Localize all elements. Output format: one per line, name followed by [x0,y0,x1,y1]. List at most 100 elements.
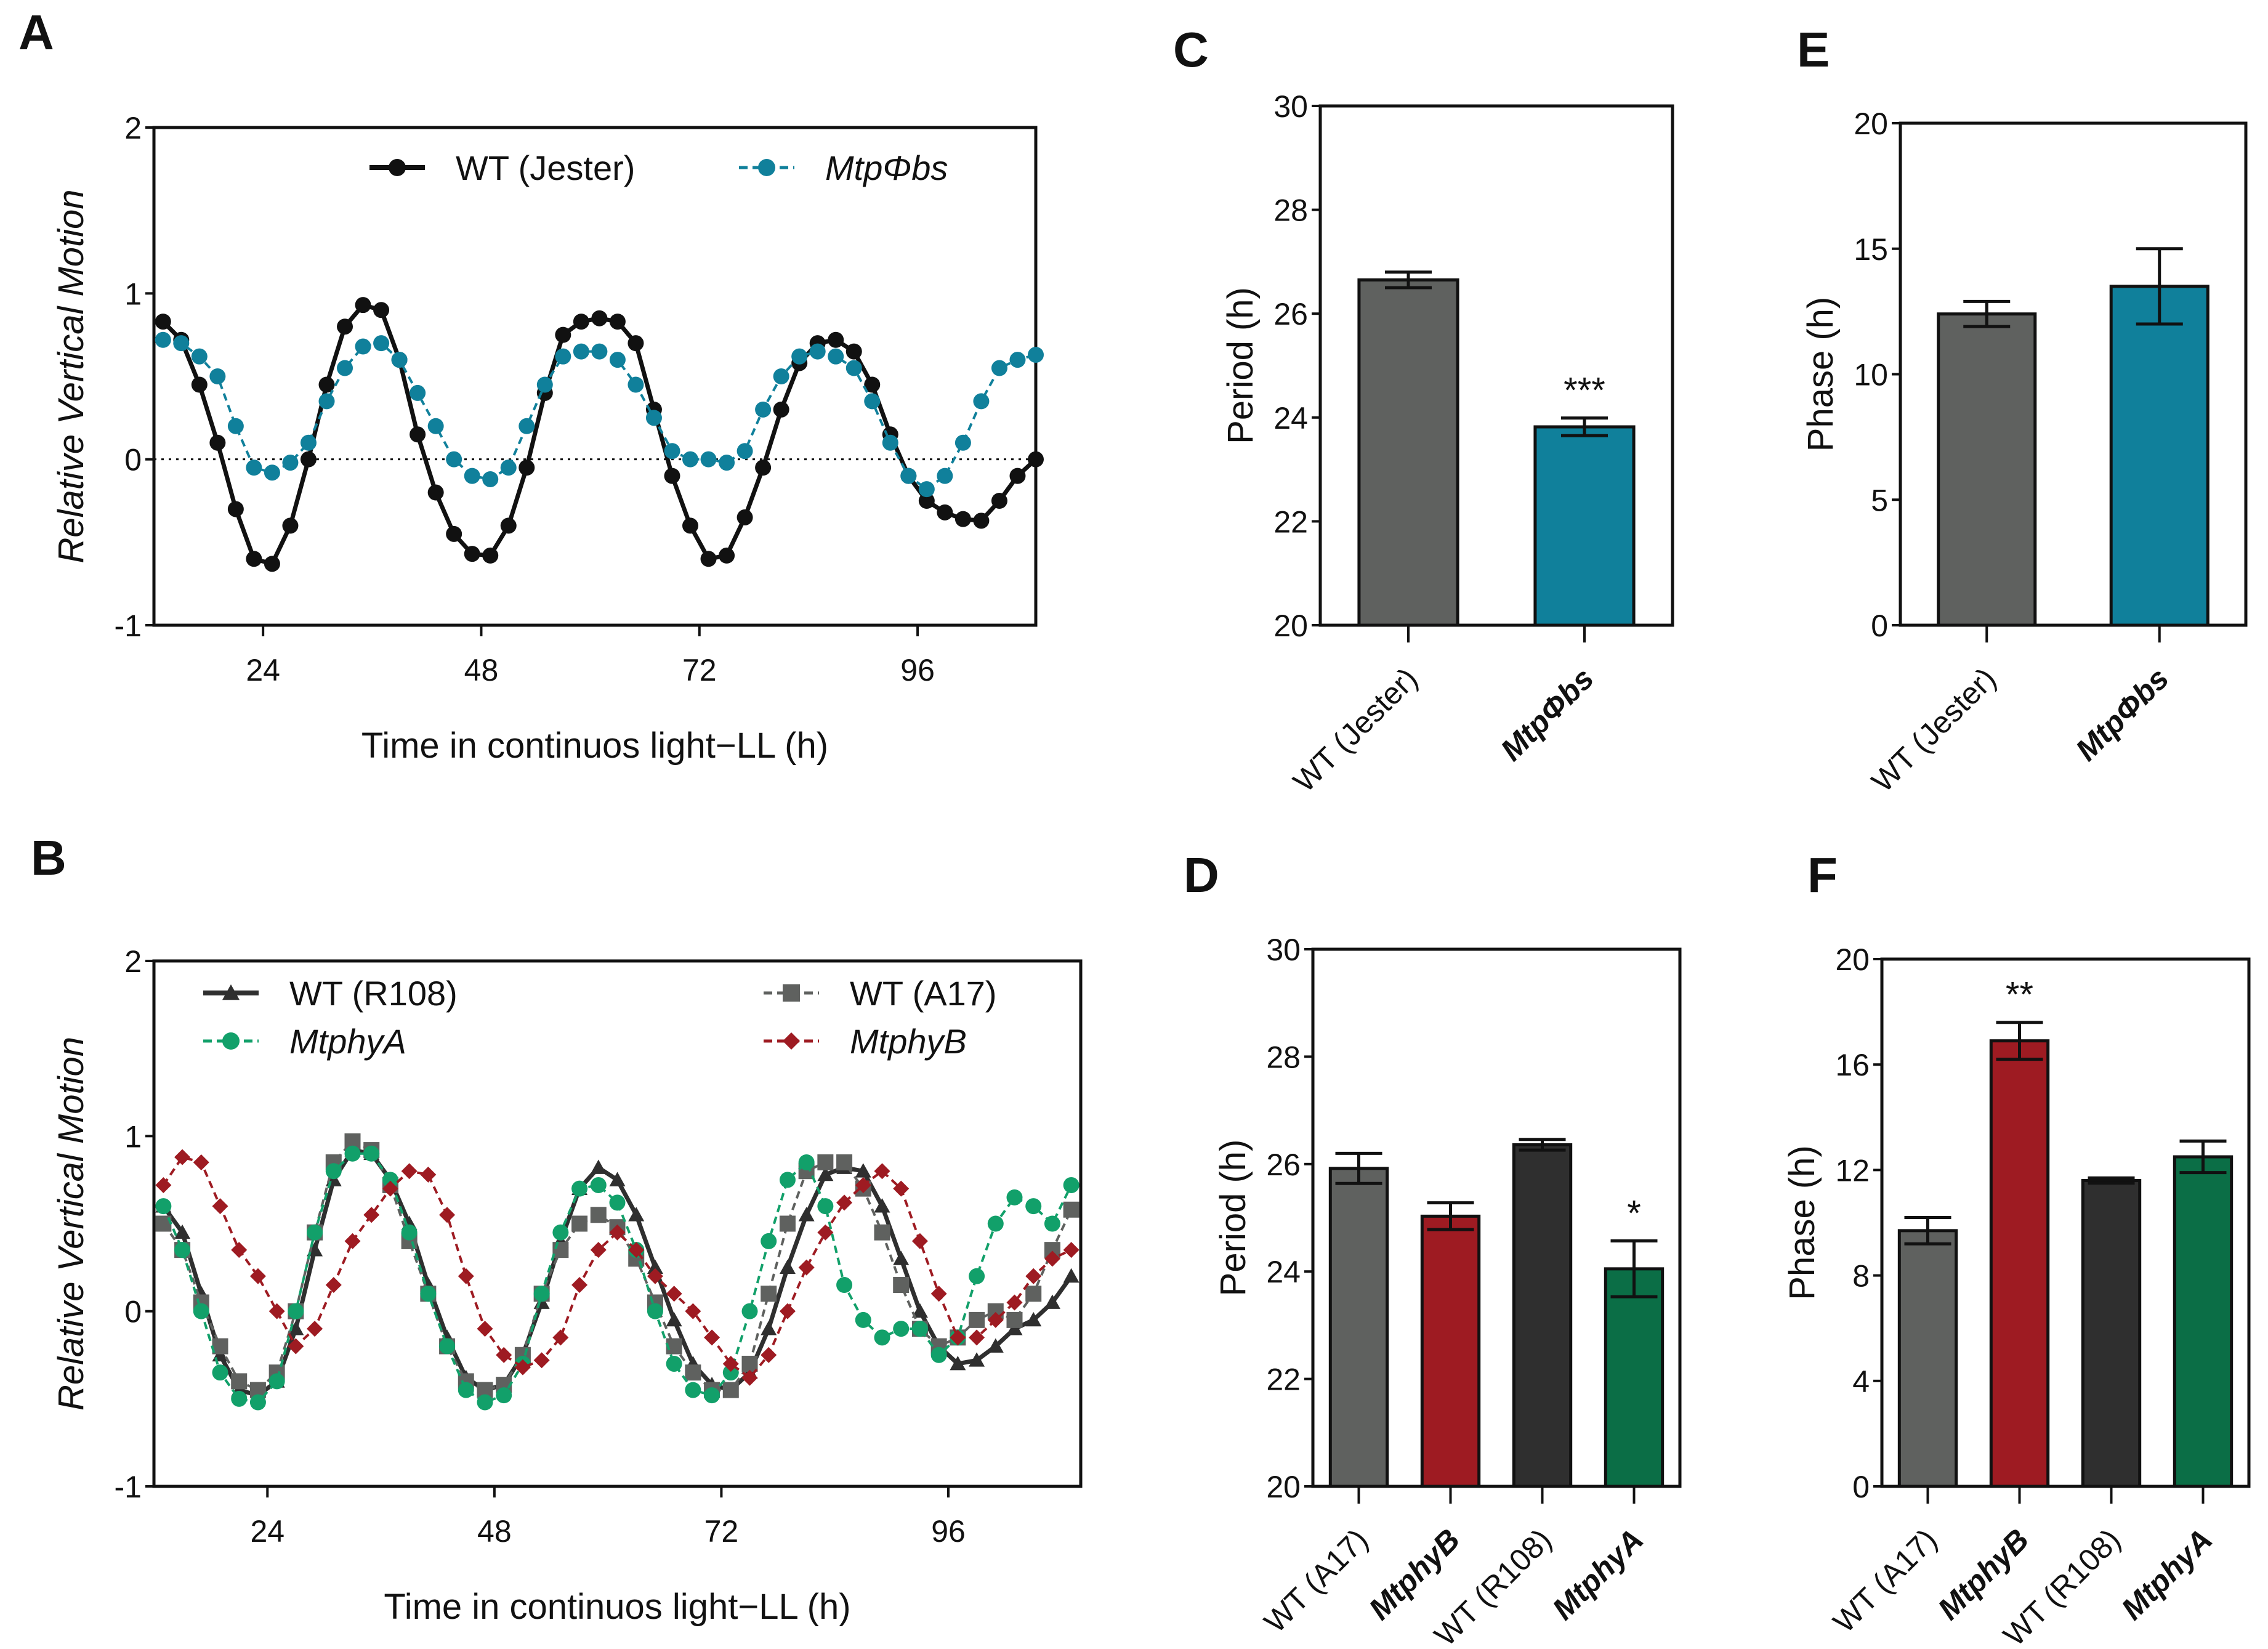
x-category-label: WT (Jester) [1286,661,1424,799]
data-point [155,1198,172,1215]
data-point [628,376,644,393]
y-tick-label: 20 [1273,609,1308,643]
data-point [741,1303,758,1319]
data-point [900,468,917,484]
data-point [382,1180,398,1197]
data-point [864,376,881,393]
data-point [664,443,680,460]
data-point [973,513,990,529]
data-point [893,1250,910,1265]
data-point [930,1286,947,1302]
data-point [536,376,553,393]
plot-frame [1318,104,1674,627]
data-point [741,1369,758,1386]
data-point [427,484,444,501]
y-tick-label: 30 [1273,89,1308,124]
data-point [798,1154,815,1170]
data-point [1028,346,1044,363]
data-point [249,1394,266,1411]
data-point [609,314,626,330]
data-point [191,376,208,393]
x-category-label: WT (A17) [1257,1522,1374,1639]
data-point [1025,1198,1042,1215]
data-point [779,1303,796,1319]
x-tick-label: 24 [250,1514,285,1549]
x-category-label: MtphyA [2115,1522,2219,1626]
data-point [174,1224,191,1239]
data-point [446,451,462,468]
data-point [685,1382,701,1398]
bar-group: WT (A17) [1826,1215,1958,1639]
data-point [755,401,772,418]
data-point [864,393,881,410]
data-point [779,1259,796,1274]
data-point [591,343,608,360]
data-point [363,1207,380,1223]
y-tick-label: 24 [1273,401,1308,436]
data-point [344,1145,361,1162]
data-point [552,1329,569,1346]
data-point [246,551,262,567]
data-point [647,1303,663,1319]
data-point [318,376,335,393]
bar [1604,1267,1665,1488]
data-point [382,1172,398,1188]
data-point [212,1198,228,1215]
data-point [700,551,717,567]
data-point [761,1321,777,1335]
data-point [174,1149,191,1165]
series-mtp-bs: MtpΦbs [155,148,1044,498]
data-point [969,1311,985,1328]
x-tick-label: 48 [477,1514,512,1549]
data-point [155,331,171,348]
y-tick-label: 0 [124,443,142,477]
data-point [798,1259,815,1276]
data-point [855,1311,871,1328]
data-point [231,1390,248,1407]
data-point [590,1159,607,1174]
data-point [758,159,775,176]
y-tick-label: 10 [1854,358,1888,392]
data-point [987,1338,1004,1353]
data-point [410,384,426,401]
legend-label: WT (Jester) [456,148,635,187]
data-point [231,1373,248,1390]
y-axis-label: Period (h) [1221,287,1261,444]
y-tick-label: 0 [124,1295,142,1329]
data-point [893,1321,910,1337]
data-point [590,1177,607,1193]
data-point [755,460,772,476]
data-point [798,1207,815,1222]
y-tick-label: 28 [1266,1040,1301,1074]
x-tick-label: 96 [900,653,935,687]
data-point [773,401,789,418]
data-point [373,302,390,318]
data-point [685,1364,701,1381]
y-tick-label: 0 [1852,1470,1870,1504]
bar [1512,1143,1573,1488]
data-point [700,451,717,468]
data-point [355,297,371,314]
data-point [1044,1294,1060,1309]
y-tick-label: 0 [1871,609,1888,643]
data-point [836,1194,853,1211]
data-point [552,1224,569,1241]
data-point [645,410,662,426]
data-point [783,1032,800,1050]
data-point [1006,1311,1023,1328]
data-point [783,984,800,1002]
data-point [591,310,608,326]
data-point [761,1347,777,1363]
data-point [268,1373,285,1390]
y-axis-label: Relative Vertical Motion [51,189,91,563]
data-point [533,1286,550,1302]
data-point [817,1224,834,1241]
data-point [845,360,862,376]
data-point [666,1286,682,1302]
data-point [193,1303,209,1319]
data-point [1006,1294,1023,1311]
data-point [779,1172,796,1188]
data-point [458,1268,474,1284]
data-point [420,1286,437,1302]
panel-label: E [1797,22,1830,77]
